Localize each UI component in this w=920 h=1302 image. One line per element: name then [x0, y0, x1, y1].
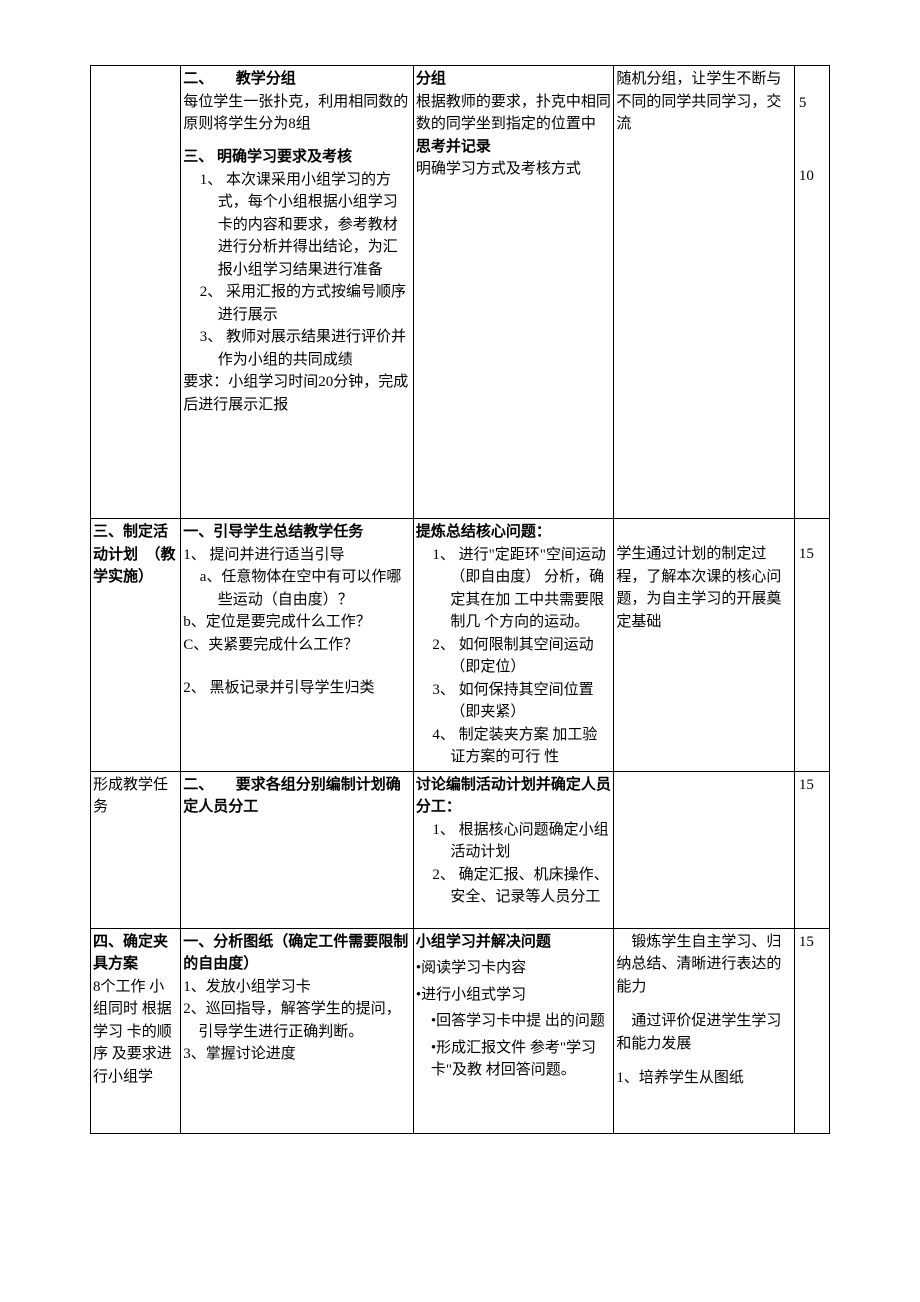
list-item: b、定位是要完成什么工作？ [183, 611, 411, 634]
cell-teacher: 一、分析图纸（确定工件需要限制的自由度） 1、发放小组学习卡 2、巡回指导，解答… [181, 928, 414, 1133]
heading-discuss: 讨论编制活动计划并确定人员分工： [416, 774, 612, 819]
text: 锻炼学生自主学习、归纳总结、清晰进行表达的能力 [616, 931, 791, 999]
text: 每位学生一张扑克，利用相同数的原则将学生分为8组 [183, 91, 411, 136]
cell-stage: 形成教学任务 [91, 771, 181, 928]
cell-stage: 四、确定夹具方案 8个工作 小组同时 根据学习 卡的顺序 及要求进 行小组学 [91, 928, 181, 1133]
list-item: 1、 本次课采用小组学习的方式，每个小组根据小组学习卡的内容和要求，参考教材进行… [183, 169, 411, 282]
cell-intent [614, 771, 794, 928]
cell-teacher: 二、 要求各组分别编制计划确 定人员分工 [181, 771, 414, 928]
bullet-item: •形成汇报文件 参考"学习卡"及教 材回答问题。 [416, 1037, 612, 1082]
list-item: 1、 根据核心问题确定小组活动计划 [416, 819, 612, 864]
time-value: 15 [799, 543, 827, 566]
cell-stage [91, 66, 181, 519]
list-item: 1、 提问并进行适当引导 [183, 544, 411, 567]
lesson-plan-table: 二、 教学分组 每位学生一张扑克，利用相同数的原则将学生分为8组 三、 明确学习… [90, 65, 830, 1134]
stage-title: 四、确定夹具方案 [93, 934, 168, 973]
cell-teacher: 一、引导学生总结教学任务 1、 提问并进行适当引导 a、任意物体在空中有可以作哪… [181, 519, 414, 772]
list-item: 2、巡回指导，解答学生的提问，引导学生进行正确判断。 [183, 998, 411, 1043]
cell-stage: 三、制定活动计划 （教学实施） [91, 519, 181, 772]
cell-intent: 学生通过计划的制定过程，了解本次课的核心问题，为自主学习的开展奠定基础 [614, 519, 794, 772]
list-item: 1、发放小组学习卡 [183, 976, 411, 999]
list-item: 3、掌握讨论进度 [183, 1043, 411, 1066]
cell-time: 15 [794, 771, 829, 928]
cell-teacher: 二、 教学分组 每位学生一张扑克，利用相同数的原则将学生分为8组 三、 明确学习… [181, 66, 414, 519]
stage-title: 三、制定活动计划 （教学实施） [93, 524, 176, 585]
heading-analyze: 一、分析图纸（确定工件需要限制的自由度） [183, 931, 411, 976]
time-value: 10 [799, 165, 827, 188]
list-item: 4、 制定装夹方案 加工验证方案的可行 性 [416, 724, 612, 769]
list-item: 2、 确定汇报、机床操作、安全、记录等人员分工 [416, 864, 612, 909]
cell-student: 分组 根据教师的要求，扑克中相同数的同学坐到指定的位置中 思考并记录 明确学习方… [413, 66, 614, 519]
cell-student: 讨论编制活动计划并确定人员分工： 1、 根据核心问题确定小组活动计划 2、 确定… [413, 771, 614, 928]
text: 要求：小组学习时间20分钟，完成后进行展示汇报 [183, 371, 411, 416]
cell-intent: 锻炼学生自主学习、归纳总结、清晰进行表达的能力 通过评价促进学生学习和能力发展 … [614, 928, 794, 1133]
heading-think: 思考并记录 [416, 136, 612, 159]
cell-time: 15 [794, 928, 829, 1133]
heading-group: 二、 教学分组 [183, 68, 411, 91]
stage-title: 形成教学任务 [93, 777, 168, 816]
bullet-item: •阅读学习卡内容 [416, 957, 612, 980]
list-item: 2、 黑板记录并引导学生归类 [183, 677, 411, 700]
list-item: 3、 如何保持其空间位置（即夹紧） [416, 679, 612, 724]
cell-intent: 随机分组，让学生不断与不同的同学共同学习，交流 [614, 66, 794, 519]
list-item: a、任意物体在空中有可以作哪些运动（自由度）？ [183, 566, 411, 611]
text: 学生通过计划的制定过程，了解本次课的核心问题，为自主学习的开展奠定基础 [616, 543, 791, 633]
cell-student: 小组学习并解决问题 •阅读学习卡内容 •进行小组式学习 •回答学习卡中提 出的问… [413, 928, 614, 1133]
list-item: 3、 教师对展示结果进行评价并作为小组的共同成绩 [183, 326, 411, 371]
cell-student: 提炼总结核心问题： 1、 进行"定距环"空间运动（即自由度） 分析，确定其在加 … [413, 519, 614, 772]
heading-core: 提炼总结核心问题： [416, 521, 612, 544]
list-item: C、夹紧要完成什么工作？ [183, 634, 411, 657]
text: 1、培养学生从图纸 [616, 1067, 791, 1090]
bullet-item: •回答学习卡中提 出的问题 [416, 1010, 612, 1033]
text: 随机分组，让学生不断与不同的同学共同学习，交流 [616, 68, 791, 136]
cell-time: 5 10 [794, 66, 829, 519]
time-value: 15 [799, 931, 827, 954]
heading-group-learn: 小组学习并解决问题 [416, 931, 612, 954]
text: 明确学习方式及考核方式 [416, 158, 612, 181]
heading-requirements: 三、 明确学习要求及考核 [183, 146, 411, 169]
heading-plan: 二、 要求各组分别编制计划确 定人员分工 [183, 774, 411, 819]
table-row: 二、 教学分组 每位学生一张扑克，利用相同数的原则将学生分为8组 三、 明确学习… [91, 66, 830, 519]
list-item: 2、 采用汇报的方式按编号顺序进行展示 [183, 281, 411, 326]
bullet-item: •进行小组式学习 [416, 984, 612, 1007]
cell-time: 15 [794, 519, 829, 772]
text: 根据教师的要求，扑克中相同数的同学坐到指定的位置中 [416, 91, 612, 136]
table-row: 三、制定活动计划 （教学实施） 一、引导学生总结教学任务 1、 提问并进行适当引… [91, 519, 830, 772]
heading-group: 分组 [416, 68, 612, 91]
document-page: 二、 教学分组 每位学生一张扑克，利用相同数的原则将学生分为8组 三、 明确学习… [0, 0, 920, 1174]
table-row: 形成教学任务 二、 要求各组分别编制计划确 定人员分工 讨论编制活动计划并确定人… [91, 771, 830, 928]
time-value: 5 [799, 92, 827, 115]
text: 通过评价促进学生学习和能力发展 [616, 1010, 791, 1055]
time-value: 15 [799, 774, 827, 797]
list-item: 1、 进行"定距环"空间运动（即自由度） 分析，确定其在加 工中共需要限制几 个… [416, 544, 612, 634]
stage-desc: 8个工作 小组同时 根据学习 卡的顺序 及要求进 行小组学 [93, 979, 172, 1085]
list-item: 2、 如何限制其空间运动（即定位） [416, 634, 612, 679]
heading-guide: 一、引导学生总结教学任务 [183, 521, 411, 544]
table-row: 四、确定夹具方案 8个工作 小组同时 根据学习 卡的顺序 及要求进 行小组学 一… [91, 928, 830, 1133]
